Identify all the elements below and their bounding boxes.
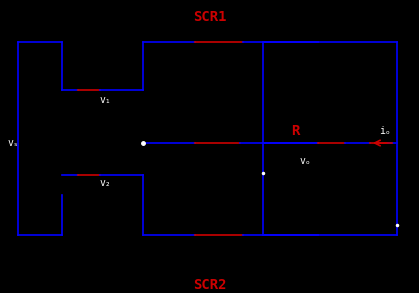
Text: R: R	[291, 124, 299, 138]
Text: SCR1: SCR1	[193, 10, 227, 24]
Text: v₁: v₁	[99, 95, 111, 105]
Text: vₒ: vₒ	[299, 156, 311, 166]
Text: SCR2: SCR2	[193, 278, 227, 292]
Text: v₂: v₂	[99, 178, 111, 188]
Text: vₛ: vₛ	[8, 138, 20, 148]
Text: iₒ: iₒ	[379, 126, 391, 136]
